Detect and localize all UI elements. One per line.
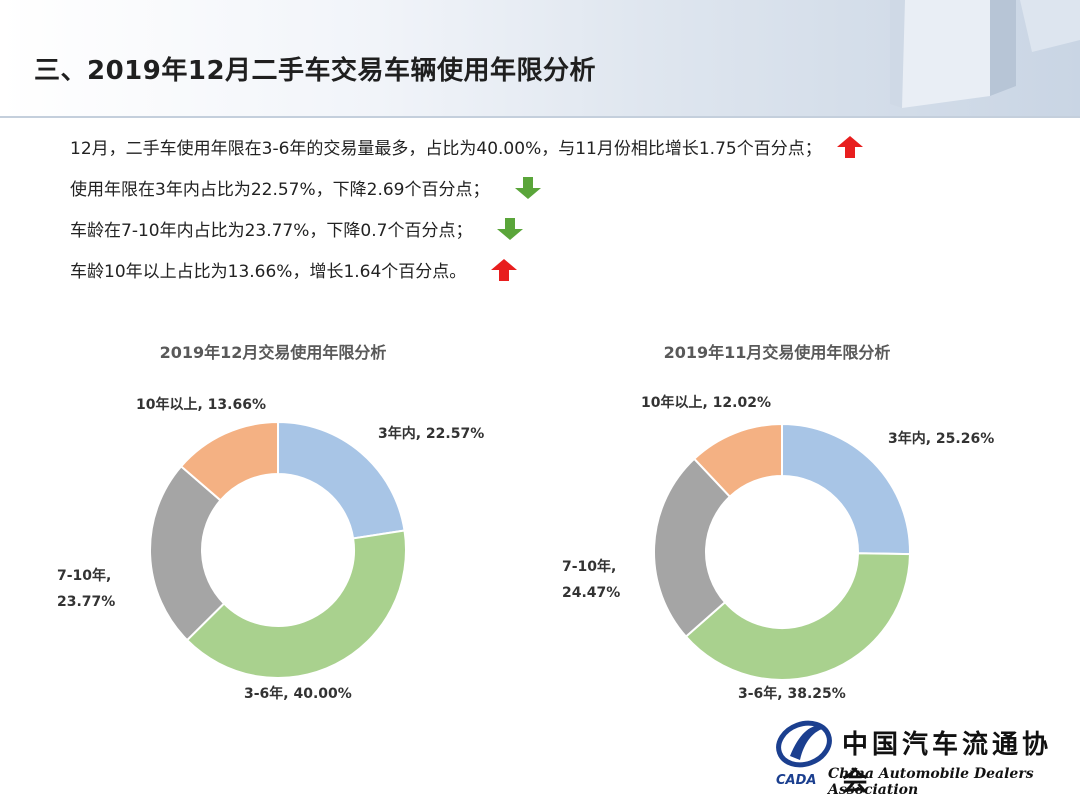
chart2-label-10y-plus: 10年以上, 12.02% (641, 394, 771, 411)
cada-logo: CADA 中国汽车流通协会 China Automobile Dealers A… (770, 716, 1070, 798)
chart2-label-3-6y: 3-6年, 38.25% (738, 685, 846, 702)
chart1-slice-10y-plus (179, 420, 279, 502)
logo-name-en: China Automobile Dealers Association (828, 766, 1034, 798)
header-building-art (890, 0, 1080, 108)
page-title: 三、2019年12月二手车交易车辆使用年限分析 (34, 56, 597, 86)
arrow-up-icon (836, 135, 863, 158)
chart1-label-7-10y-value: 23.77% (57, 594, 115, 610)
logo-name-cn: 中国汽车流通协会 (842, 730, 1053, 797)
logo-abbr: CADA (776, 773, 816, 788)
cada-emblem-icon: CADA (776, 720, 832, 788)
arrow-down-icon (497, 217, 524, 240)
chart2-donut (653, 422, 912, 681)
chart1-donut (149, 420, 407, 679)
chart1-slice-3-6y (185, 529, 407, 679)
summary-item: 使用年限在3年内占比为22.57%，下降2.69个百分点； (70, 167, 864, 208)
summary-text: 使用年限在3年内占比为22.57%，下降2.69个百分点； (70, 180, 490, 200)
chart2-slice-10y-plus (692, 422, 783, 499)
chart1-label-3-6y: 3-6年, 40.00% (244, 685, 352, 702)
chart1-label-10y-plus: 10年以上, 13.66% (136, 396, 266, 413)
chart1-title: 2019年12月交易使用年限分析 (160, 343, 387, 362)
chart2-slice-3-6y (684, 552, 912, 681)
header-banner: 三、2019年12月二手车交易车辆使用年限分析 (0, 0, 1080, 118)
summary-item: 车龄在7-10年内占比为23.77%，下降0.7个百分点； (70, 208, 864, 249)
summary-text: 车龄在7-10年内占比为23.77%，下降0.7个百分点； (70, 221, 473, 241)
chart1-slice-3y (277, 420, 406, 540)
chart2-label-3y: 3年内, 25.26% (888, 430, 994, 447)
summary-item: 车龄10年以上占比为13.66%，增长1.64个百分点。 (70, 249, 864, 290)
chart1-label-7-10y: 7-10年, (57, 567, 111, 584)
chart2-label-7-10y-value: 24.47% (562, 585, 620, 601)
chart1-label-3y: 3年内, 22.57% (378, 425, 484, 442)
chart2-title: 2019年11月交易使用年限分析 (664, 343, 891, 362)
arrow-down-icon (514, 176, 541, 199)
summary-list: 12月，二手车使用年限在3-6年的交易量最多，占比为40.00%，与11月份相比… (70, 126, 864, 290)
chart1-slice-7-10y (149, 464, 226, 642)
summary-item: 12月，二手车使用年限在3-6年的交易量最多，占比为40.00%，与11月份相比… (70, 126, 864, 167)
summary-text: 车龄10年以上占比为13.66%，增长1.64个百分点。 (70, 262, 467, 282)
summary-text: 12月，二手车使用年限在3-6年的交易量最多，占比为40.00%，与11月份相比… (70, 139, 822, 159)
chart2-label-7-10y: 7-10年, (562, 558, 616, 575)
chart2-slice-3y (781, 422, 911, 556)
arrow-up-icon (491, 258, 518, 281)
